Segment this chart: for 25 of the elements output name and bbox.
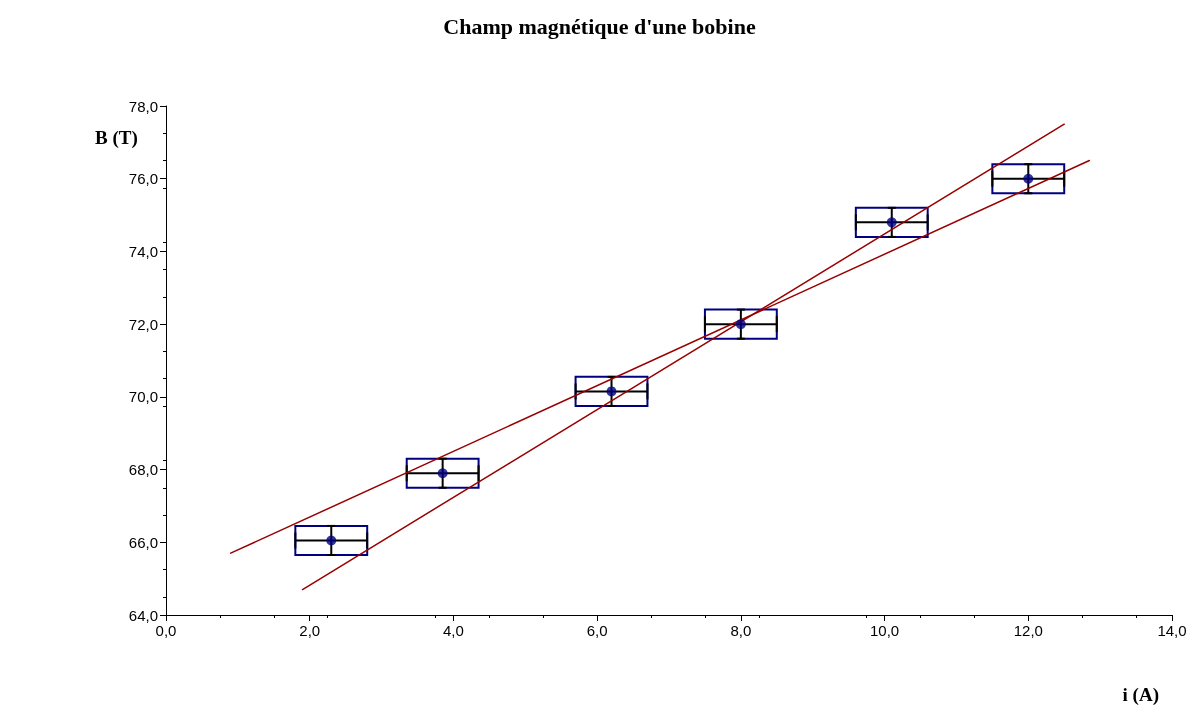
y-tick-label: 76,0 — [128, 170, 158, 188]
y-tick-label: 74,0 — [128, 242, 158, 260]
chart-title: Champ magnétique d'une bobine — [443, 13, 756, 39]
x-tick-label: 0,0 — [155, 622, 177, 639]
point — [1023, 173, 1034, 184]
x-tick-label: 8,0 — [730, 622, 752, 639]
point — [326, 535, 337, 546]
y-tick-label: 78,0 — [128, 97, 158, 115]
x-tick-label: 2,0 — [299, 622, 321, 639]
y-tick-label: 72,0 — [128, 315, 158, 333]
y-tick-label: 68,0 — [128, 461, 158, 479]
x-tick-label: 6,0 — [586, 622, 608, 639]
x-tick-label: 4,0 — [443, 622, 464, 639]
x-tick-label: 14,0 — [1157, 622, 1187, 639]
point — [735, 319, 746, 330]
y-axis-title: B (T) — [95, 127, 138, 149]
point — [606, 386, 617, 397]
point — [437, 468, 448, 479]
y-tick-label: 66,0 — [128, 533, 158, 551]
y-tick-label: 64,0 — [128, 606, 158, 624]
x-axis-title: i (A) — [1122, 684, 1159, 706]
y-tick-label: 70,0 — [128, 388, 158, 406]
point — [886, 217, 897, 228]
x-tick-label: 10,0 — [869, 622, 900, 639]
x-tick-label: 12,0 — [1013, 622, 1043, 639]
